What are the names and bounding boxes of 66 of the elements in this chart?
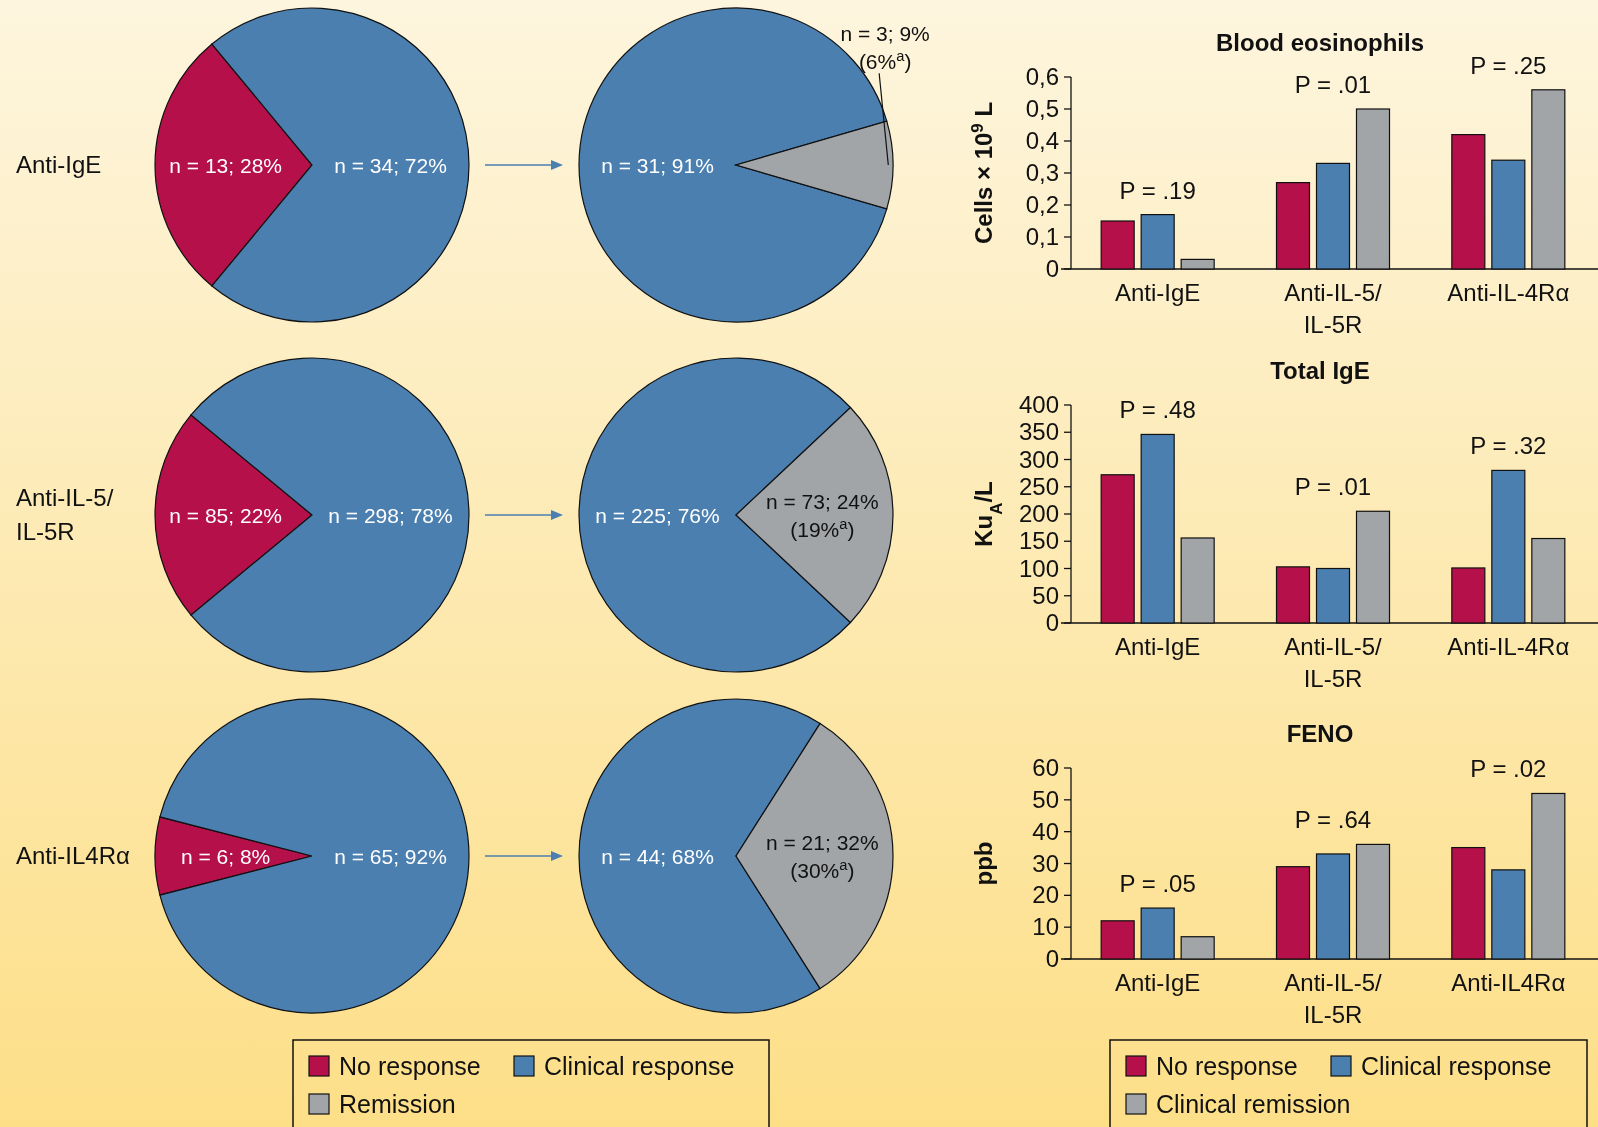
y-tick-label: 60 [1032,754,1059,781]
annotation: P = .25 [1470,51,1547,79]
data-label: n = 85; 22% [169,504,282,527]
chart-title: Blood eosinophils [1216,29,1424,56]
text: Anti-IL4Rα [16,842,131,869]
y-tick-label: 0 [1045,609,1059,636]
y-axis-title: ppb [970,841,997,886]
x-tick-label: Anti-IgE [1114,279,1201,306]
y-tick-label: 0,3 [1025,159,1059,186]
annotation: P = .32 [1470,432,1547,460]
data-label: n = 225; 76% [595,504,720,527]
x-tick-label: Anti-IL-5/IL-5R [1284,279,1383,338]
data-label: n = 298; 78% [328,504,453,527]
y-tick-label: 300 [1018,445,1059,473]
annotation: P = .64 [1294,806,1372,834]
data-label: n = 6; 8% [180,845,271,868]
y-tick-label: 20 [1032,881,1059,909]
y-tick-label: 0 [1045,945,1059,972]
x-tick-label: Anti-IL-5/IL-5R [1284,969,1383,1028]
y-tick-label: 100 [1018,554,1059,582]
y-tick-label: 350 [1018,418,1059,446]
y-tick-label: 150 [1018,527,1059,555]
chart-title: Total IgE [1270,357,1370,384]
annotation: P = .48 [1119,396,1196,424]
chart-title: FENO [1286,720,1354,747]
annotation: P = .02 [1470,755,1547,783]
annotation: P = .01 [1294,473,1372,501]
legend-label: Clinical remission [1156,1090,1351,1118]
y-tick-label: 0,5 [1025,95,1059,122]
annotation: P = .19 [1119,176,1196,204]
y-tick-label: 10 [1032,913,1059,941]
text: Anti-IL-5/IL-5R [16,484,114,545]
legend-label: Remission [339,1090,456,1118]
legend-label: Clinical response [544,1052,735,1080]
y-tick-label: 200 [1018,500,1059,527]
data-label: n = 65; 92% [334,845,447,868]
x-tick-label: Anti-IgE [1114,633,1201,660]
legend-label: Clinical response [1361,1052,1552,1080]
annotation: P = .01 [1294,71,1372,98]
data-label: n = 34; 72% [334,154,447,177]
y-tick-label: 400 [1018,391,1059,418]
data-label: n = 73; 24% (19%$^{a}$) [766,490,879,541]
y-tick-label: 30 [1032,849,1059,877]
y-tick-label: 250 [1018,472,1059,500]
data-label: n = 13; 28% [169,154,282,177]
data-label: n = 44; 68% [601,845,714,868]
y-tick-label: 50 [1032,785,1059,813]
y-tick-label: 0,6 [1025,63,1059,90]
y-tick-label: 0,4 [1025,127,1059,154]
x-tick-label: Anti-IL4Rα [1451,969,1566,996]
x-tick-label: Anti-IL-4Rα [1447,633,1570,660]
text: Anti-IgE [16,151,102,178]
x-tick-label: Anti-IgE [1114,969,1201,996]
data-label: n = 3; 9% (6%$^{a}$) [840,22,930,74]
y-tick-label: 50 [1032,581,1059,609]
y-tick-label: 40 [1032,817,1059,845]
y-tick-label: 0,1 [1025,223,1059,250]
y-tick-label: 0 [1045,255,1059,282]
legend-label: No response [339,1052,481,1080]
x-tick-label: Anti-IL-4Rα [1447,279,1570,306]
data-label: n = 21; 32% (30%$^{a}$) [766,831,879,882]
annotation: P = .05 [1119,870,1196,898]
x-tick-label: Anti-IL-5/IL-5R [1284,633,1383,692]
y-tick-label: 0,2 [1025,191,1059,218]
legend-label: No response [1156,1052,1298,1080]
data-label: n = 31; 91% [601,154,714,177]
